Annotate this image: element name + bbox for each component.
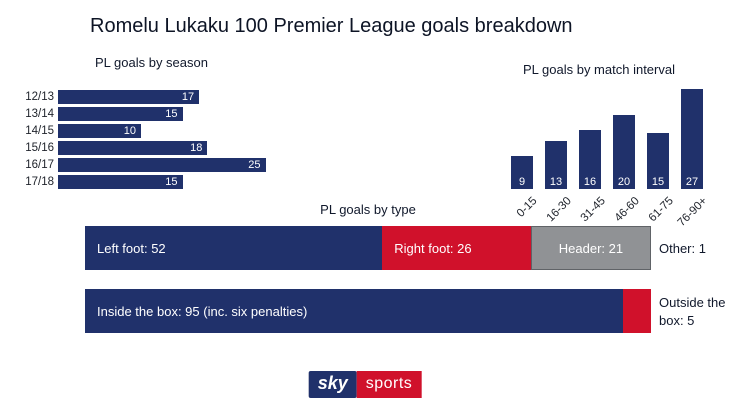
season-bar-value: 17: [181, 91, 195, 103]
interval-bar: 13 16-30: [544, 141, 573, 224]
sports-logo-box: sports: [356, 371, 422, 398]
season-bar: 15: [58, 107, 183, 121]
season-row: 12/13 17: [12, 89, 266, 105]
season-row: 17/18 15: [12, 174, 266, 190]
season-row: 16/17 25: [12, 157, 266, 173]
stack-segment: Left foot: 52: [85, 226, 383, 270]
season-chart: PL goals by season 12/13 17 13/14 15 14/15 10…: [12, 55, 266, 191]
season-category-label: 16/17: [25, 159, 54, 171]
season-row: 15/16 18: [12, 140, 266, 156]
sky-logo-box: sky: [308, 371, 357, 398]
interval-bar: 20 46-60: [612, 115, 641, 224]
season-category-label: 13/14: [25, 108, 54, 120]
season-category-label: 15/16: [25, 142, 54, 154]
season-category-label: 14/15: [25, 125, 54, 137]
stack-segment: Right foot: 26: [382, 226, 531, 270]
type-chart-title: PL goals by type: [320, 202, 416, 217]
stack-segment: Inside the box: 95 (inc. six penalties): [85, 289, 623, 333]
interval-bar-value: 9: [518, 176, 526, 188]
interval-chart: PL goals by match interval 9 0-15 13 16-30 1…: [511, 62, 709, 229]
stack-segment-label: Inside the box: 95 (inc. six penalties): [97, 303, 308, 319]
season-bar-value: 18: [190, 142, 203, 154]
season-bar: 25: [58, 158, 266, 172]
stack-segment-label: Left foot: 52: [97, 240, 166, 256]
season-bar-value: 15: [165, 176, 178, 188]
interval-bar-value: 27: [685, 176, 699, 188]
interval-bar-value: 15: [651, 176, 665, 188]
season-bar: 17: [58, 90, 200, 104]
season-bar-value: 25: [248, 159, 261, 171]
stack-segment-label: Right foot: 26: [394, 240, 472, 256]
season-bar-value: 10: [123, 125, 136, 137]
outside-box-note: Outside the box: 5: [659, 295, 726, 328]
season-bar: 15: [58, 175, 183, 189]
season-bar: 10: [58, 124, 141, 138]
stack-segment-label: Header: 21: [558, 240, 624, 256]
season-chart-bars: 12/13 17 13/14 15 14/15 10 15/16 18 16/17 25 17/18…: [12, 89, 266, 190]
interval-bar: 27 76-90+: [675, 89, 709, 229]
box-stacked-bar: Inside the box: 95 (inc. six penalties): [85, 289, 651, 333]
season-bar-value: 15: [165, 108, 178, 120]
season-chart-title: PL goals by season: [95, 55, 208, 70]
interval-bar: 9 0-15: [511, 156, 539, 220]
season-category-label: 12/13: [25, 91, 54, 103]
interval-bar-value: 13: [549, 176, 563, 188]
season-bar: 18: [58, 141, 208, 155]
season-row: 14/15 10: [12, 123, 266, 139]
interval-bar: 16 31-45: [578, 130, 607, 224]
stack-segment: Header: 21: [530, 226, 651, 270]
interval-bar: 15 61-75: [646, 133, 675, 224]
other-goals-note: Other: 1: [659, 241, 706, 256]
page-title: Romelu Lukaku 100 Premier League goals b…: [90, 15, 573, 37]
sky-sports-logo: sky sports: [308, 371, 422, 398]
interval-bar-value: 16: [583, 176, 597, 188]
interval-chart-title: PL goals by match interval: [523, 62, 675, 77]
season-category-label: 17/18: [25, 176, 54, 188]
interval-category-label: 76-90+: [675, 195, 710, 230]
type-stacked-bar: Left foot: 52 Right foot: 26 Header: 21: [85, 226, 651, 270]
interval-bar-value: 20: [617, 176, 631, 188]
stack-segment: [622, 289, 651, 333]
season-row: 13/14 15: [12, 106, 266, 122]
interval-chart-bars: 9 0-15 13 16-30 16 31-45 20 46-60 15 61-75 27 76-90…: [511, 87, 709, 229]
